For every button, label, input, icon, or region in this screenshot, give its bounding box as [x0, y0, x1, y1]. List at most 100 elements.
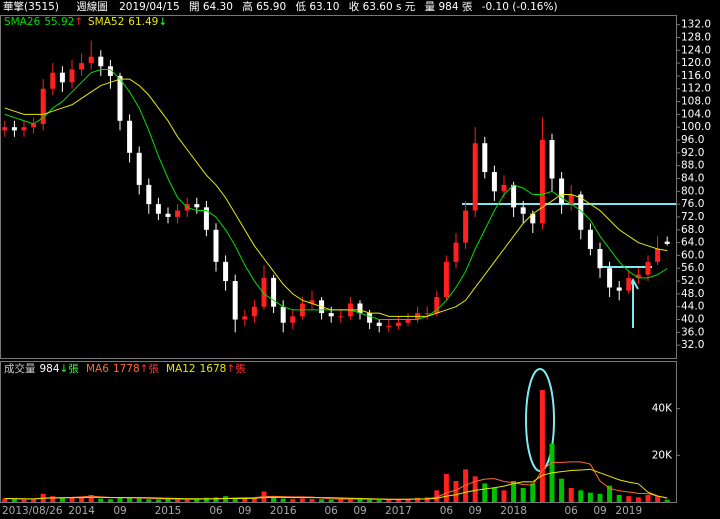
volume-bar: [271, 496, 277, 502]
legend-item: 61.49: [128, 16, 158, 28]
legend: SMA52 61.49↓: [88, 16, 167, 28]
candle-body: [232, 281, 238, 320]
ma-line: [4, 468, 668, 500]
candle-body: [98, 56, 104, 67]
volume-bar: [568, 488, 574, 502]
x-tick-label: 09: [353, 505, 366, 517]
volume-bar: [587, 492, 593, 502]
volume-bar: [175, 499, 181, 502]
volume-bar: [107, 499, 113, 502]
volume-bar: [136, 498, 142, 502]
y-tick-label: 80.0: [681, 185, 704, 197]
field-label: 高: [242, 0, 253, 13]
volume-bar: [155, 499, 161, 502]
candle-body: [79, 63, 85, 70]
y-tick-label: 84.0: [681, 172, 704, 184]
candle-body: [463, 210, 469, 243]
y-tick-label: 36.0: [681, 326, 704, 338]
y-tick-label: 72.0: [681, 211, 704, 223]
candle-body: [664, 241, 670, 244]
legend-item: 成交量: [4, 362, 36, 375]
candle-body: [21, 127, 27, 131]
field-value: 63.60 s 元: [363, 1, 416, 13]
candle-body: [357, 303, 363, 314]
volume-bar: [232, 497, 238, 502]
y-tick-label: 44.0: [681, 301, 704, 313]
y-tick-label: 20K: [652, 449, 673, 461]
x-tick-label: 09: [238, 505, 251, 517]
x-tick-label: 06: [440, 505, 454, 517]
date: 2019/04/15: [119, 1, 180, 13]
volume-bar: [146, 499, 152, 502]
candle-body: [117, 75, 123, 121]
candle-body: [107, 66, 113, 76]
y-tick-label: 96.0: [681, 134, 704, 146]
candle-body: [434, 297, 440, 314]
y-tick-label: 60.0: [681, 249, 704, 261]
volume-bar: [203, 497, 209, 502]
y-tick-label: 132.0: [681, 19, 711, 31]
candle-body: [626, 277, 632, 291]
legend-item: MA6: [86, 363, 109, 375]
volume-bar: [127, 497, 133, 502]
volume-bar: [655, 496, 661, 502]
volume-panel: [0, 361, 677, 503]
volume-bar: [635, 497, 641, 502]
field-value: 65.90: [256, 1, 286, 13]
field-label: 低: [295, 0, 306, 13]
volume-bar: [520, 488, 526, 502]
candle-body: [607, 268, 613, 288]
volume-bar: [616, 495, 622, 502]
x-tick-label: 2017: [385, 505, 412, 517]
candle-body: [175, 210, 181, 217]
volume-bar: [194, 498, 200, 502]
y-tick-label: 124.0: [681, 44, 711, 56]
candle-body: [539, 140, 545, 224]
x-tick-label: 2019: [615, 505, 642, 517]
y-tick-label: 56.0: [681, 262, 704, 274]
candle-body: [376, 322, 382, 326]
stock-name: 華擎(3515): [3, 0, 59, 13]
volume-bar: [511, 481, 517, 502]
volume-bar: [482, 483, 488, 502]
candle-body: [328, 313, 334, 317]
candle-body: [11, 127, 17, 131]
volume-bar: [309, 498, 315, 502]
y-tick-label: 76.0: [681, 198, 704, 210]
y-tick-label: 40K: [652, 403, 673, 415]
legend-item: SMA52: [88, 16, 124, 28]
candle-body: [155, 204, 161, 214]
volume-bar: [376, 499, 382, 502]
volume-bar: [117, 497, 123, 502]
candle-body: [559, 178, 565, 205]
volume-bar: [597, 493, 603, 502]
volume-bar: [98, 498, 104, 502]
candle-body: [242, 316, 248, 320]
candle-body: [223, 261, 229, 282]
volume-bar: [290, 499, 296, 502]
candle-body: [127, 120, 133, 153]
candle-body: [597, 249, 603, 269]
volume-bar: [50, 496, 56, 502]
candle-body: [88, 56, 94, 64]
x-tick-label: 2018: [500, 505, 527, 517]
volume-bar: [578, 490, 584, 502]
volume-bar: [31, 499, 37, 502]
y-tick-label: 112.0: [681, 83, 711, 95]
candle-body: [482, 143, 488, 173]
candle-body: [472, 143, 478, 211]
y-tick-label: 88.0: [681, 160, 704, 172]
volume-bar: [347, 498, 353, 502]
legend-item: MA12: [166, 363, 196, 375]
y-tick-label: 120.0: [681, 57, 711, 69]
candle-body: [424, 313, 430, 315]
candle-body: [578, 194, 584, 230]
volume-bar: [79, 496, 85, 502]
volume-bar: [405, 498, 411, 502]
legend-item: 1778: [113, 363, 140, 375]
candle-body: [290, 316, 296, 323]
candle-body: [194, 204, 200, 208]
legend: SMA26 55.92↑: [4, 16, 83, 28]
candle-body: [511, 184, 517, 208]
